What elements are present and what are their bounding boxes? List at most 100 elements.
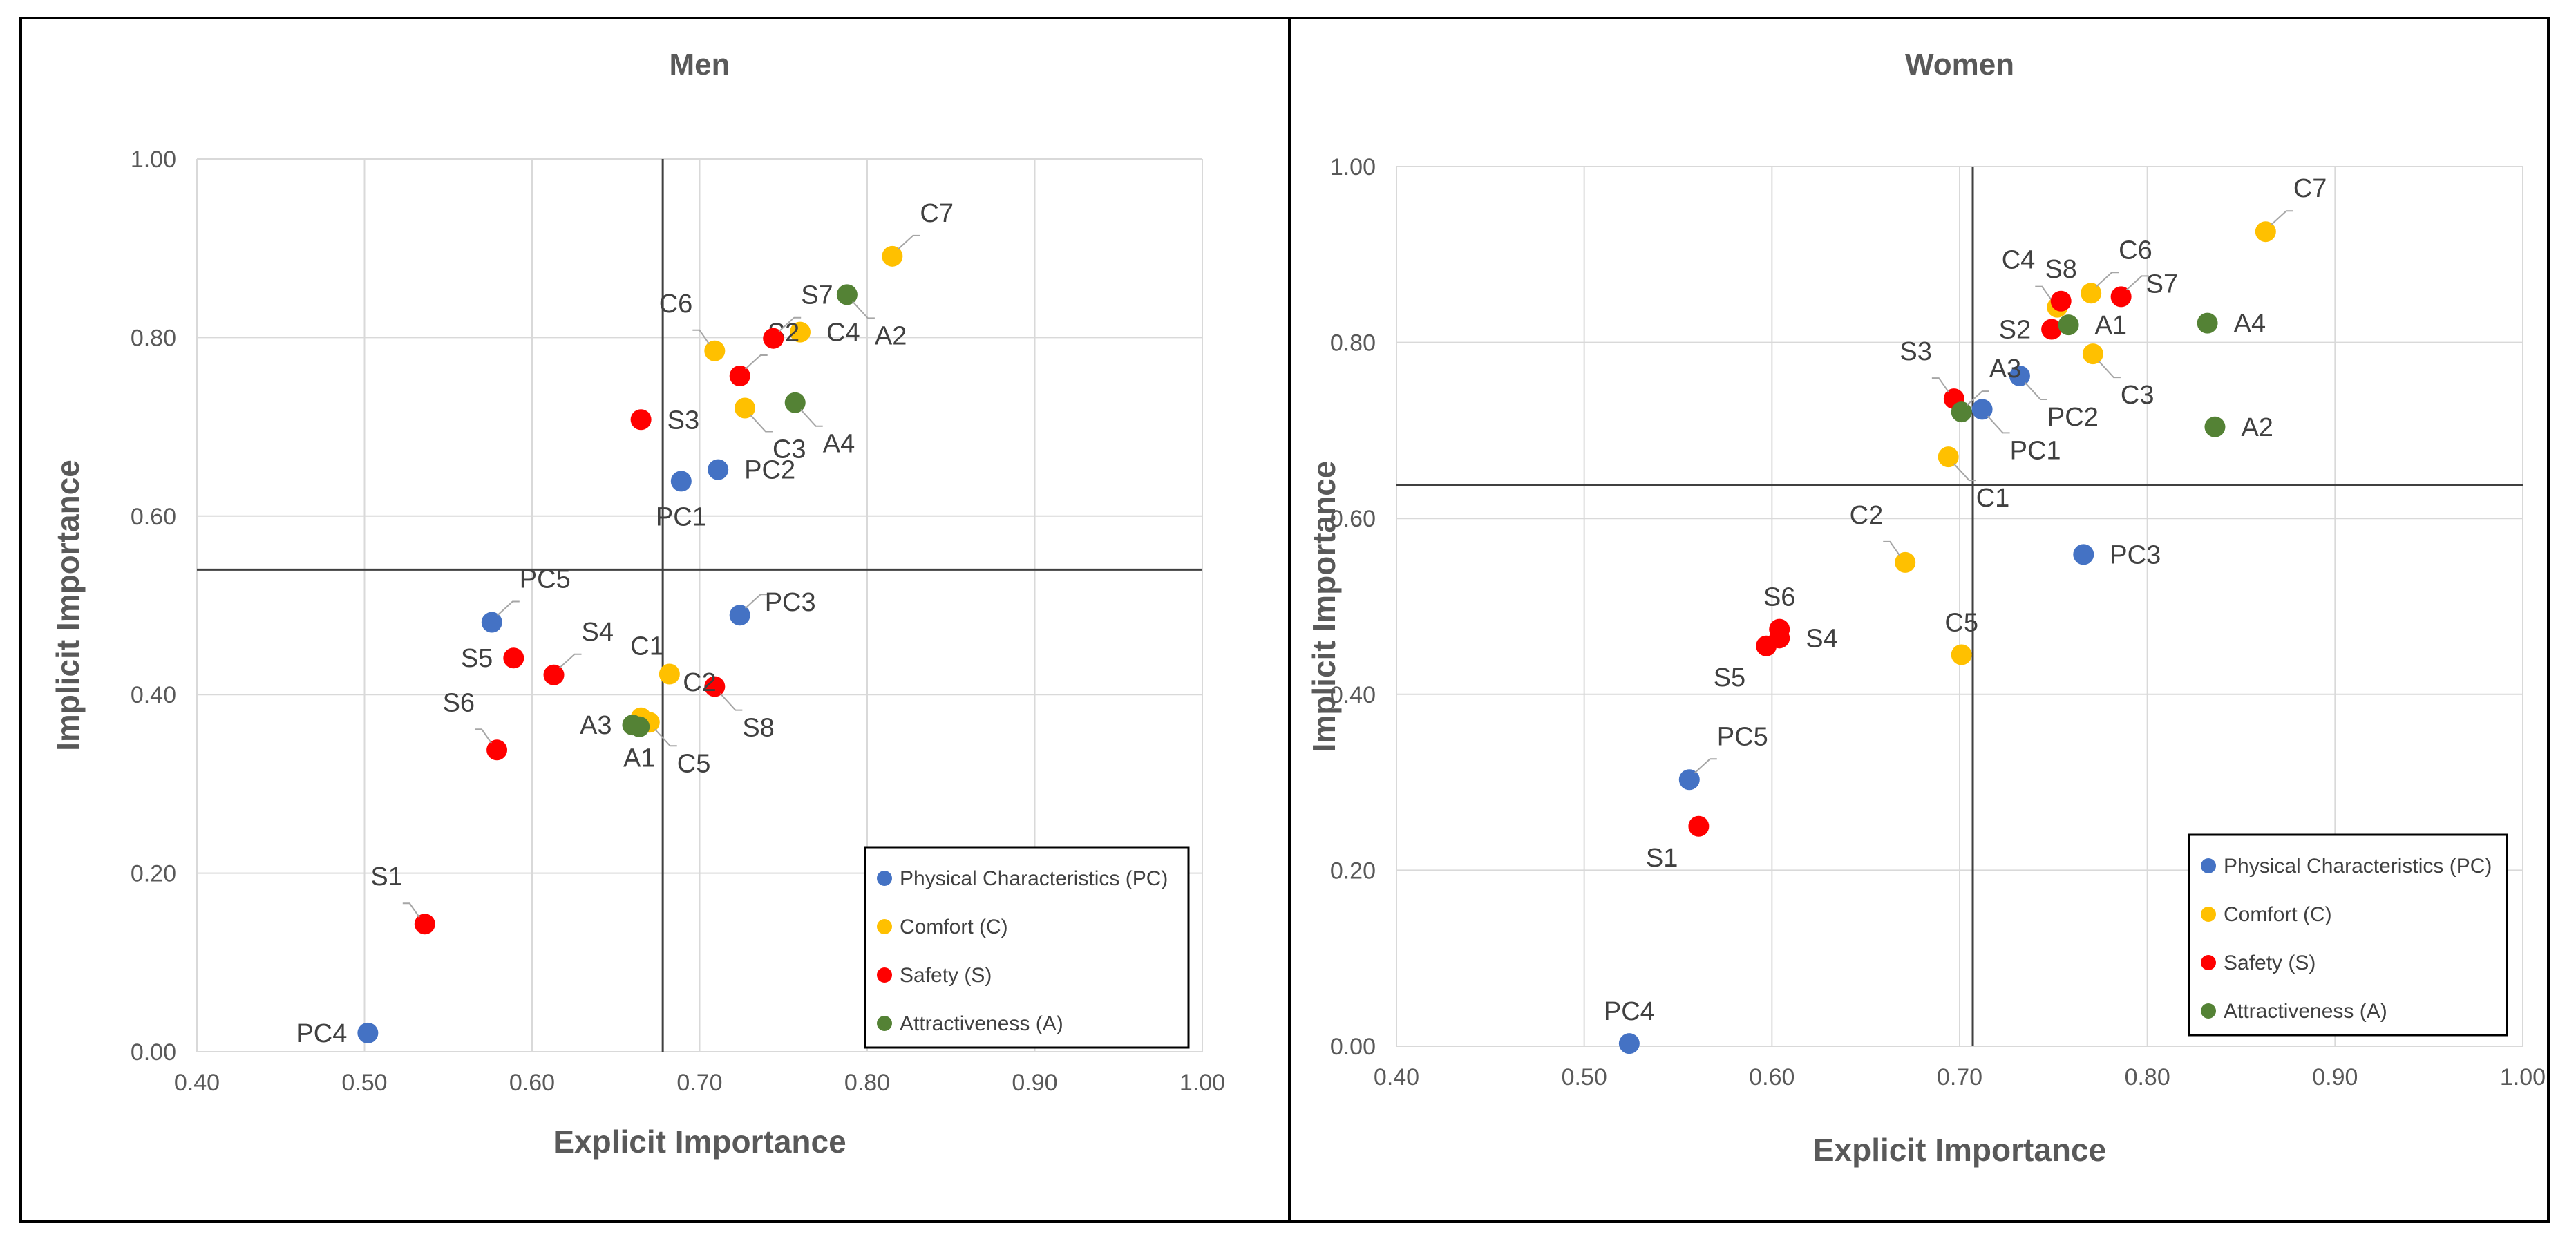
men-y-tick-label: 1.00	[131, 146, 176, 173]
men-point-label-pc3: PC3	[765, 588, 816, 617]
women-point-label-s3: S3	[1900, 337, 1931, 366]
men-point-c3	[734, 397, 755, 419]
women-point-a1	[2058, 314, 2079, 336]
women-point-pc5	[1678, 769, 1700, 791]
women-point-pc3	[2073, 544, 2094, 565]
women-legend-label-a: Attractiveness (A)	[2224, 1000, 2387, 1023]
men-legend-marker-s	[877, 967, 892, 983]
men-leader-line	[778, 316, 802, 332]
women-legend-marker-a	[2201, 1003, 2216, 1019]
men-leader-line	[402, 902, 420, 918]
women-x-axis-label: Explicit Importance	[1813, 1132, 2106, 1168]
women-y-axis-label: Implicit Importance	[1306, 461, 1342, 753]
women-y-tick-label: 0.40	[1330, 682, 1376, 708]
women-point-s2	[2041, 319, 2063, 340]
men-leader-line	[497, 600, 520, 616]
women-y-tick-label: 0.00	[1330, 1034, 1376, 1060]
men-legend-label-pc: Physical Characteristics (PC)	[900, 867, 1168, 890]
men-point-s8	[704, 676, 726, 697]
women-point-label-s2: S2	[1999, 316, 2031, 345]
men-leader-line	[558, 653, 582, 669]
men-point-label-pc1: PC1	[656, 502, 707, 531]
men-point-label-pc5: PC5	[520, 565, 571, 594]
men-x-tick-label: 0.80	[844, 1070, 890, 1096]
men-point-pc4	[357, 1022, 379, 1043]
women-point-s7	[2110, 286, 2132, 308]
women-point-label-a1: A1	[2095, 311, 2127, 340]
men-legend-box	[864, 846, 1190, 1049]
women-point-label-c1: C1	[1976, 484, 2010, 513]
men-leader-line	[897, 234, 920, 250]
women-point-c5	[1951, 644, 1972, 665]
men-point-c1	[659, 663, 680, 685]
men-chart-title: Men	[670, 48, 730, 82]
women-point-pc1	[1971, 399, 1993, 420]
women-point-s8	[2050, 290, 2072, 312]
men-leader-line	[745, 354, 768, 370]
women-point-label-c5: C5	[1944, 609, 1978, 638]
men-point-s4	[543, 664, 565, 685]
men-y-axis-label: Implicit Importance	[50, 460, 86, 751]
men-chart-panel: Men 0.40 0.50 0.60 0.70 0.80 0.90 1.00 0.00 0.20 0…	[19, 17, 1291, 1223]
men-leader-line	[692, 329, 710, 345]
men-point-label-c1: C1	[630, 632, 664, 661]
men-point-s5	[503, 647, 524, 669]
women-x-tick-label: 0.90	[2312, 1064, 2358, 1090]
men-point-label-c3: C3	[773, 435, 806, 464]
women-point-s1	[1688, 815, 1710, 837]
men-point-label-pc4: PC4	[296, 1019, 347, 1048]
women-point-label-s7: S7	[2146, 269, 2178, 299]
men-point-pc3	[729, 605, 750, 626]
men-point-label-pc2: PC2	[744, 456, 795, 485]
women-y-tick-label: 0.80	[1330, 330, 1376, 357]
men-y-tick-label: 0.60	[131, 504, 176, 530]
women-point-c1	[1938, 446, 1959, 468]
men-point-a2	[836, 284, 858, 305]
women-x-tick-label: 0.80	[2125, 1064, 2170, 1090]
men-point-s6	[486, 739, 508, 761]
women-y-tick-label: 1.00	[1330, 154, 1376, 180]
men-point-label-c4: C4	[826, 319, 860, 348]
men-x-axis-label: Explicit Importance	[553, 1124, 846, 1160]
men-legend-label-a: Attractiveness (A)	[900, 1012, 1063, 1035]
women-leader-line	[1883, 540, 1901, 556]
men-leader-line	[719, 692, 743, 711]
women-point-label-pc2: PC2	[2047, 403, 2099, 432]
women-point-label-pc3: PC3	[2110, 540, 2161, 569]
women-chart-panel: Women 0.40 0.50 0.60 0.70 0.80 0.90 1.00 0.00 0.2…	[1288, 17, 2550, 1223]
men-point-s1	[414, 914, 435, 935]
women-point-label-s8: S8	[2045, 255, 2076, 284]
men-point-a3	[622, 715, 643, 736]
women-point-label-s6: S6	[1763, 583, 1795, 612]
women-point-a3	[1951, 401, 1972, 423]
women-leader-line	[2098, 360, 2121, 379]
men-point-c6	[704, 340, 726, 361]
women-point-label-c6: C6	[2119, 236, 2152, 265]
men-leader-line	[852, 301, 875, 319]
men-scatter-chart: Men 0.40 0.50 0.60 0.70 0.80 0.90 1.00 0.00 0.20 0…	[50, 48, 1225, 1160]
men-legend-marker-pc	[877, 871, 892, 886]
women-leader-line	[1931, 377, 1949, 392]
men-leader-line	[750, 414, 773, 433]
women-legend-marker-pc	[2201, 858, 2216, 873]
men-y-tick-label: 0.20	[131, 861, 176, 887]
men-point-label-c5: C5	[677, 749, 711, 778]
men-y-tick-label: 0.40	[131, 682, 176, 708]
women-point-label-pc5: PC5	[1717, 722, 1768, 751]
women-x-tick-label: 0.40	[1374, 1064, 1419, 1090]
men-legend-label-s: Safety (S)	[900, 964, 992, 987]
women-legend-box	[2188, 833, 2508, 1037]
men-point-label-a3: A3	[580, 711, 612, 740]
men-point-c4	[790, 321, 811, 343]
men-point-label-c7: C7	[920, 199, 954, 228]
men-x-tick-label: 0.70	[676, 1070, 722, 1096]
men-leader-line	[654, 728, 677, 747]
men-x-tick-label: 0.40	[174, 1070, 220, 1096]
women-point-pc4	[1618, 1033, 1640, 1054]
women-point-a4	[2197, 312, 2218, 334]
men-point-label-extra: C2	[683, 668, 717, 697]
women-point-label-a3: A3	[1989, 354, 2021, 384]
women-legend-label-c: Comfort (C)	[2224, 903, 2332, 926]
women-legend-marker-c	[2201, 907, 2216, 922]
women-y-tick-label: 0.20	[1330, 858, 1376, 884]
